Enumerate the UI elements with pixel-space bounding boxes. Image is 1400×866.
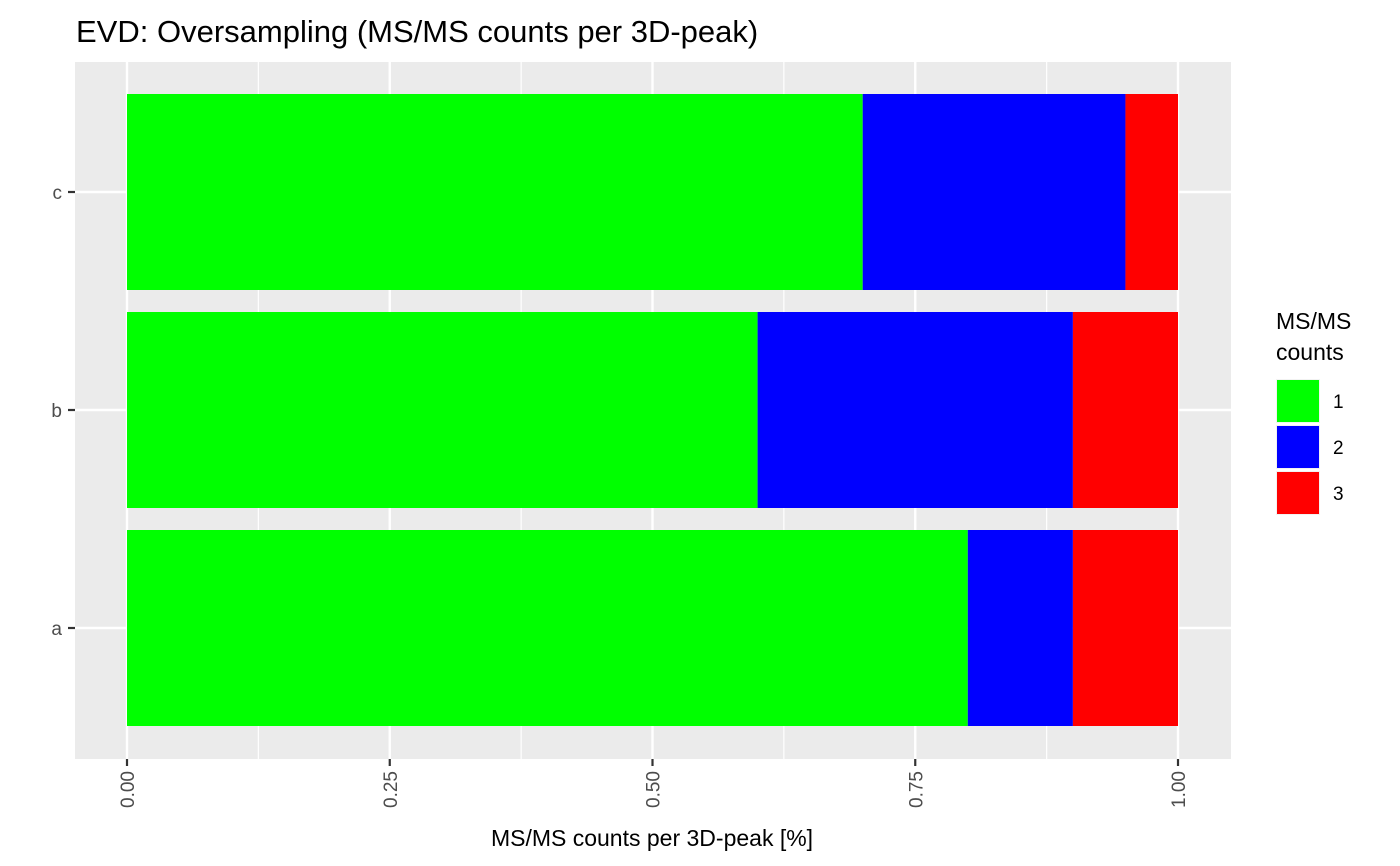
x-tick-label: 1.00 — [1169, 771, 1190, 808]
legend-label-3: 3 — [1333, 484, 1344, 505]
legend-swatch-2 — [1277, 426, 1319, 468]
bar-c-series-1 — [127, 94, 863, 290]
x-tick-label: 0.25 — [381, 771, 402, 808]
chart-title: EVD: Oversampling (MS/MS counts per 3D-p… — [76, 14, 758, 49]
y-tick-label: b — [51, 401, 62, 422]
legend-swatch-3 — [1277, 472, 1319, 514]
bars — [127, 94, 1178, 726]
x-tick-label: 0.50 — [644, 771, 665, 808]
bar-b-series-2 — [757, 312, 1073, 508]
y-axis: a b c — [51, 183, 75, 640]
x-tick-label: 0.75 — [906, 771, 927, 808]
legend-title-line-2: counts — [1276, 339, 1344, 365]
bar-c-series-3 — [1125, 94, 1178, 290]
bar-a-series-3 — [1072, 530, 1178, 726]
bar-a-series-2 — [967, 530, 1073, 726]
y-tick-label: a — [51, 619, 62, 640]
bar-b-series-1 — [127, 312, 758, 508]
bar-b-series-3 — [1072, 312, 1178, 508]
x-tick-label: 0.00 — [118, 771, 139, 808]
legend: MS/MS counts 1 2 3 — [1276, 308, 1351, 515]
legend-label-1: 1 — [1333, 392, 1344, 413]
legend-label-2: 2 — [1333, 438, 1344, 459]
bar-c-series-2 — [862, 94, 1126, 290]
y-tick-label: c — [53, 183, 63, 204]
legend-swatch-1 — [1277, 380, 1319, 422]
legend-title-line-1: MS/MS — [1276, 308, 1351, 334]
bar-a-series-1 — [127, 530, 968, 726]
x-axis: 0.00 0.25 0.50 0.75 1.00 — [118, 759, 1190, 808]
x-axis-title: MS/MS counts per 3D-peak [%] — [491, 825, 813, 851]
